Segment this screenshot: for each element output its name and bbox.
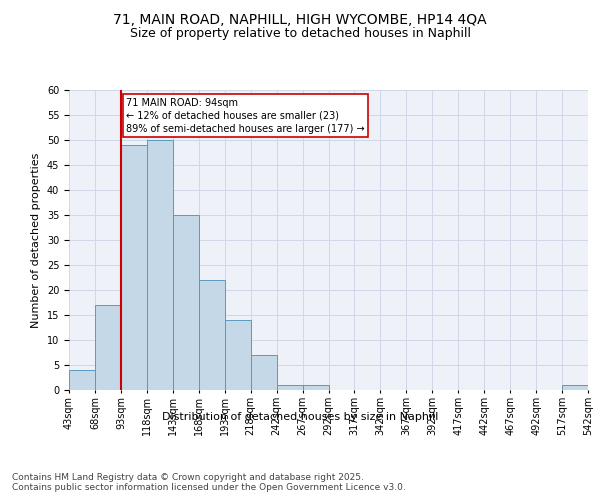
Text: Distribution of detached houses by size in Naphill: Distribution of detached houses by size … xyxy=(162,412,438,422)
Text: 71, MAIN ROAD, NAPHILL, HIGH WYCOMBE, HP14 4QA: 71, MAIN ROAD, NAPHILL, HIGH WYCOMBE, HP… xyxy=(113,12,487,26)
Text: Contains HM Land Registry data © Crown copyright and database right 2025.
Contai: Contains HM Land Registry data © Crown c… xyxy=(12,472,406,492)
Bar xyxy=(95,305,121,390)
Bar xyxy=(69,370,95,390)
Text: 71 MAIN ROAD: 94sqm
← 12% of detached houses are smaller (23)
89% of semi-detach: 71 MAIN ROAD: 94sqm ← 12% of detached ho… xyxy=(126,98,365,134)
Bar xyxy=(199,280,224,390)
Text: Size of property relative to detached houses in Naphill: Size of property relative to detached ho… xyxy=(130,28,470,40)
Bar xyxy=(147,140,173,390)
Bar xyxy=(121,145,147,390)
Y-axis label: Number of detached properties: Number of detached properties xyxy=(31,152,41,328)
Bar xyxy=(173,215,199,390)
Bar xyxy=(277,385,302,390)
Bar xyxy=(562,385,588,390)
Bar xyxy=(251,355,277,390)
Bar xyxy=(225,320,251,390)
Bar xyxy=(302,385,329,390)
